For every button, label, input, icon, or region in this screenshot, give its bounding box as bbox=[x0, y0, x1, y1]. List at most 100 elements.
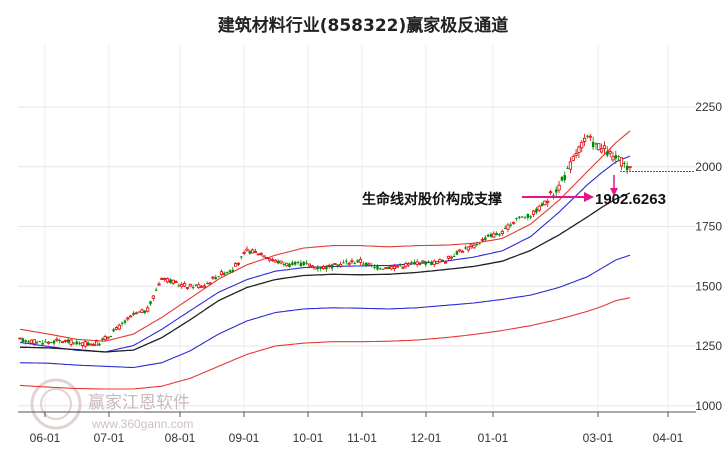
candle-body bbox=[379, 268, 382, 270]
candle-body bbox=[214, 277, 217, 280]
candle-body bbox=[75, 341, 78, 345]
y-tick-label: 1000 bbox=[695, 399, 722, 413]
candle-body bbox=[486, 234, 490, 237]
band-middle-lifeline bbox=[19, 192, 631, 353]
candle-body bbox=[41, 342, 44, 345]
candle-body bbox=[282, 263, 286, 265]
candle-body bbox=[313, 266, 317, 270]
candle-body bbox=[262, 255, 266, 258]
x-tick-label: 08-01 bbox=[165, 431, 196, 445]
candle-body bbox=[464, 247, 467, 249]
candle-body bbox=[80, 342, 85, 347]
candle-body bbox=[358, 258, 363, 263]
candle-body bbox=[443, 261, 448, 264]
candle-body bbox=[356, 260, 359, 263]
candle-body bbox=[548, 191, 553, 194]
candle-body bbox=[157, 283, 161, 286]
candle-body bbox=[29, 339, 33, 344]
candle-body bbox=[455, 251, 459, 255]
candle-body bbox=[18, 337, 22, 340]
candle-body bbox=[370, 265, 374, 267]
candle-body bbox=[285, 262, 289, 267]
candle-body bbox=[319, 267, 322, 269]
candle-body bbox=[321, 266, 326, 270]
candle-body bbox=[89, 343, 93, 346]
candle-body bbox=[117, 324, 121, 330]
candle-body bbox=[191, 287, 195, 289]
candle-body bbox=[103, 336, 107, 340]
candle-body bbox=[614, 155, 618, 159]
x-tick-label: 12-01 bbox=[411, 431, 442, 445]
support-arrowhead bbox=[584, 192, 594, 202]
candle-body bbox=[435, 261, 439, 264]
x-tick-label: 06-01 bbox=[30, 431, 61, 445]
x-tick-label: 04-01 bbox=[653, 431, 684, 445]
y-tick-label: 1500 bbox=[695, 279, 722, 293]
candle-body bbox=[206, 283, 209, 285]
candle-body bbox=[106, 336, 110, 339]
candle-body bbox=[518, 216, 521, 218]
band-outer-upper bbox=[19, 130, 631, 342]
candle-body bbox=[540, 203, 544, 207]
candle-body bbox=[602, 145, 607, 150]
candle-body bbox=[489, 234, 493, 237]
candle-body bbox=[401, 266, 405, 269]
candle-body bbox=[330, 264, 334, 269]
candle-body bbox=[424, 261, 427, 265]
candle-body bbox=[466, 246, 470, 251]
x-tick-label: 01-01 bbox=[478, 431, 509, 445]
candle-body bbox=[134, 312, 138, 315]
candle-body bbox=[259, 252, 263, 255]
candle-body bbox=[531, 210, 536, 215]
grid bbox=[18, 45, 696, 412]
candle-body bbox=[251, 249, 255, 254]
candle-body bbox=[333, 263, 337, 265]
candle-body bbox=[384, 267, 388, 269]
support-annotation: 生命线对股价构成支撑 bbox=[362, 191, 502, 208]
candle-body bbox=[291, 262, 294, 265]
candle-body bbox=[583, 137, 587, 142]
y-tick-label: 1750 bbox=[695, 220, 722, 234]
candle-body bbox=[588, 135, 592, 138]
candle-body bbox=[174, 281, 178, 283]
candle-body bbox=[327, 264, 331, 267]
candle-body bbox=[242, 252, 246, 254]
candle-body bbox=[171, 279, 175, 284]
candle-body bbox=[421, 260, 425, 263]
candle-body bbox=[452, 256, 456, 258]
candle-body bbox=[188, 283, 192, 287]
candle-body bbox=[234, 263, 238, 267]
candle-body bbox=[112, 329, 115, 332]
candle-body bbox=[611, 156, 615, 161]
candle-body bbox=[154, 289, 158, 291]
candle-body bbox=[316, 267, 320, 270]
candle-body bbox=[546, 200, 550, 203]
candle-body bbox=[177, 285, 181, 287]
candle-body bbox=[268, 258, 272, 261]
candle-body bbox=[228, 270, 232, 273]
candle-body bbox=[151, 295, 155, 299]
candle-body bbox=[24, 340, 27, 342]
candle-body bbox=[63, 339, 67, 342]
candle-body bbox=[478, 243, 481, 245]
candle-body bbox=[236, 262, 241, 265]
candle-body bbox=[458, 249, 462, 252]
candle-body bbox=[345, 260, 348, 262]
candle-body bbox=[413, 262, 416, 264]
candle-body bbox=[600, 148, 604, 153]
candle-body bbox=[515, 218, 518, 220]
candle-body bbox=[410, 261, 413, 263]
candle-body bbox=[185, 286, 189, 289]
candle-body bbox=[498, 234, 501, 236]
candle-body bbox=[143, 310, 147, 313]
candle-body bbox=[591, 141, 595, 148]
candle-body bbox=[543, 200, 547, 206]
candle-body bbox=[44, 341, 47, 343]
candle-body bbox=[279, 260, 283, 264]
x-tick-label: 07-01 bbox=[94, 431, 125, 445]
candle-body bbox=[407, 263, 411, 266]
support-vertical-arrowhead bbox=[610, 188, 618, 196]
candle-body bbox=[165, 278, 170, 283]
candle-body bbox=[69, 339, 73, 345]
candle-body bbox=[35, 342, 39, 344]
